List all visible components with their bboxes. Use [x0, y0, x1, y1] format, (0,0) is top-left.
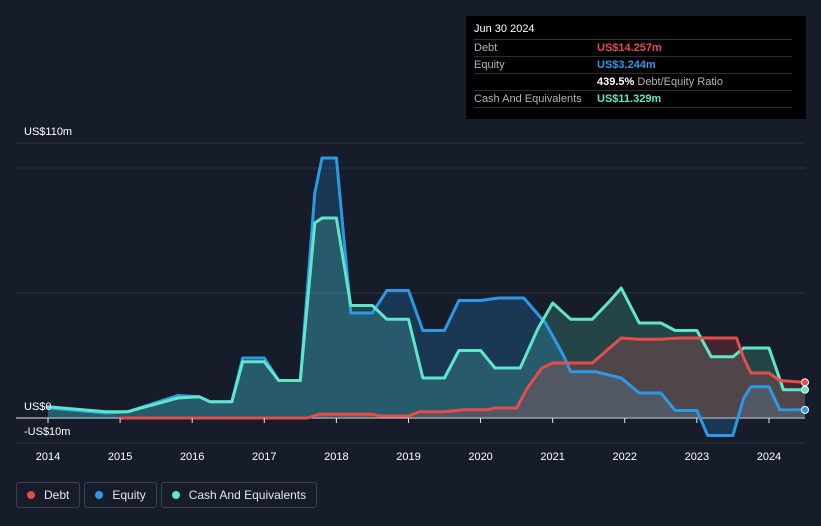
tooltip-value-cash: US$11.329m — [597, 93, 662, 105]
x-tick-label: 2020 — [468, 451, 492, 463]
cash-and-equivalents-end-marker — [801, 385, 809, 394]
cash-dot-icon — [171, 491, 180, 499]
debt-line — [118, 336, 807, 420]
end-markers — [801, 378, 809, 414]
legend-item-debt[interactable]: Debt — [16, 482, 81, 508]
chart-legend: Debt Equity Cash And Equivalents — [16, 482, 318, 508]
x-tick-label: 2021 — [540, 451, 564, 463]
y-tick-label: -US$10m — [24, 426, 70, 438]
tooltip-label: Cash And Equivalents — [474, 93, 582, 105]
x-tick-label: 2017 — [252, 451, 276, 463]
x-tick-label: 2019 — [396, 451, 420, 463]
tooltip-row-cash: Cash And Equivalents US$11.329m — [474, 91, 792, 108]
debt-dot-icon — [27, 491, 35, 499]
tooltip-panel: Jun 30 2024 Debt US$14.257m Equity US$3.… — [466, 16, 806, 119]
tooltip-label: Equity — [474, 59, 505, 71]
tooltip-value-equity: US$3.244m — [597, 59, 656, 71]
legend-label: Cash And Equivalents — [188, 488, 307, 502]
tooltip-label — [474, 74, 597, 90]
tooltip-date: Jun 30 2024 — [474, 23, 792, 40]
x-tick-label: 2022 — [613, 451, 637, 463]
series-areas — [48, 158, 806, 436]
equity-end-marker — [801, 405, 809, 414]
legend-label: Equity — [112, 488, 146, 502]
legend-label: Debt — [44, 488, 70, 502]
legend-item-cash[interactable]: Cash And Equivalents — [160, 482, 318, 508]
legend-item-equity[interactable]: Equity — [84, 482, 157, 508]
series-lines — [46, 156, 807, 437]
tooltip-label: Debt — [474, 42, 498, 54]
tooltip-row-ratio: 439.5% Debt/Equity Ratio — [474, 74, 792, 91]
tooltip-row-debt: Debt US$14.257m — [474, 40, 792, 57]
x-tick-label: 2016 — [180, 451, 204, 463]
debt-end-marker — [801, 378, 809, 387]
x-tick-label: 2018 — [324, 451, 348, 463]
equity-dot-icon — [95, 491, 104, 499]
cash-and-equivalents-area — [48, 218, 805, 418]
y-tick-label: US$0 — [24, 401, 52, 413]
x-tick-label: 2014 — [36, 451, 60, 463]
tooltip-row-equity: Equity US$3.244m — [474, 57, 792, 74]
y-axis-labels: US$110m US$0 -US$10m — [24, 126, 72, 438]
x-tick-label: 2023 — [685, 451, 709, 463]
tooltip-value-ratio: 439.5% Debt/Equity Ratio — [597, 74, 723, 90]
equity-area — [48, 158, 805, 436]
tooltip-value-debt: US$14.257m — [597, 42, 662, 54]
x-tick-label: 2015 — [108, 451, 132, 463]
x-tick-label: 2024 — [757, 451, 781, 463]
cash-and-equivalents-line — [46, 216, 807, 414]
x-axis-labels: 2014 2015 2016 2017 2018 2019 2020 2021 2022 2023… — [36, 418, 781, 463]
debt-area — [120, 338, 806, 418]
ratio-label: Debt/Equity Ratio — [637, 76, 723, 88]
ratio-number: 439.5% — [597, 76, 635, 88]
y-tick-label: US$110m — [24, 126, 72, 138]
